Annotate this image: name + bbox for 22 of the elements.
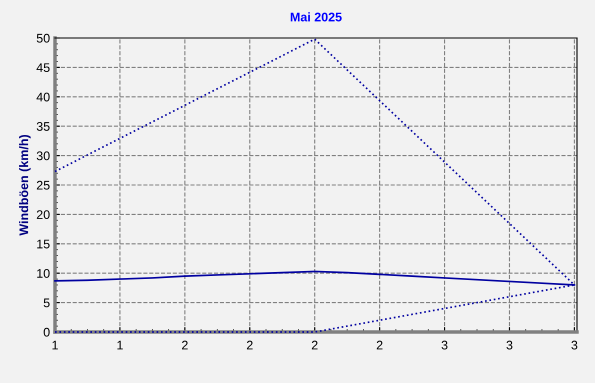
y-tick-label: 45: [36, 63, 50, 72]
x-tick-label: 2: [312, 340, 318, 350]
y-tick-label: 40: [36, 92, 50, 102]
y-tick-label: 5: [44, 298, 50, 308]
y-tick-label: 20: [36, 210, 50, 220]
y-tick-label: 15: [37, 240, 50, 248]
chart-title: Mai 2025: [290, 12, 342, 22]
y-tick-label: 35: [36, 122, 50, 131]
x-tick-label: 3: [442, 340, 448, 350]
y-axis-title: Windböen (km/h): [19, 134, 31, 236]
y-tick-label: 50: [36, 34, 50, 43]
x-tick-label: 3: [506, 340, 512, 350]
x-tick-label: 2: [246, 340, 253, 350]
x-tick-label: 1: [52, 340, 58, 350]
x-tick-label: 2: [376, 340, 382, 350]
x-tick-label: 3: [571, 340, 578, 350]
x-tick-label: 2: [182, 340, 188, 350]
y-tick-label: 30: [36, 151, 50, 160]
x-tick-label: 1: [117, 340, 123, 350]
y-tick-label: 10: [37, 269, 50, 278]
y-tick-label: 0: [44, 328, 50, 337]
y-tick-label: 25: [36, 180, 50, 190]
